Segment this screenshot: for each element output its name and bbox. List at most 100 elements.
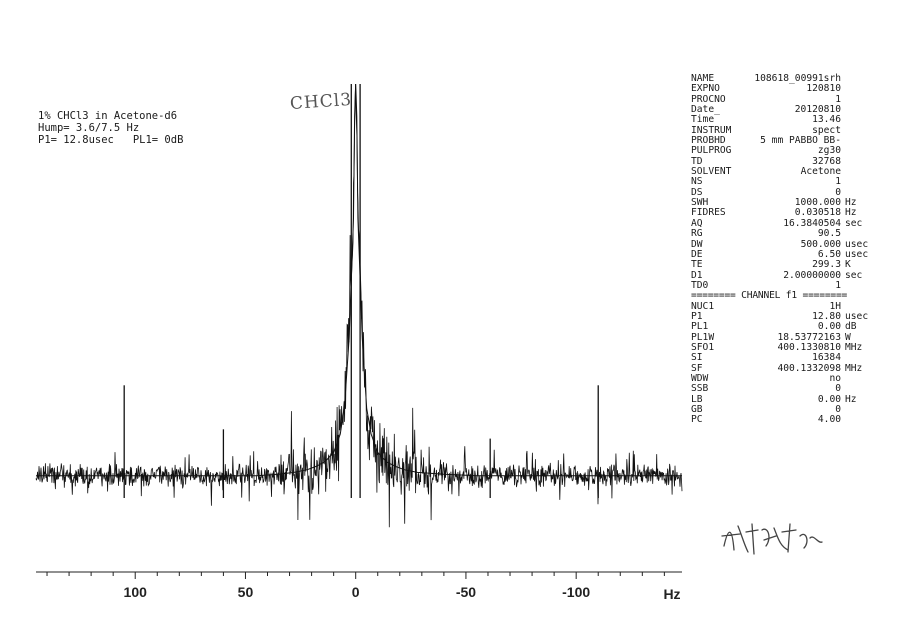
param-value: 299.3 xyxy=(812,259,841,271)
param-label: TD xyxy=(691,155,703,167)
param-value: 0 xyxy=(835,186,841,198)
param-row: D1 2.00000000 sec xyxy=(691,269,869,281)
param-value: 16.3840504 xyxy=(783,217,841,229)
param-label: NS xyxy=(691,176,703,188)
param-value: 120810 xyxy=(806,83,841,95)
x-axis: 100 50 0 -50 -100 Hz xyxy=(36,571,682,602)
param-label: LB xyxy=(691,393,703,405)
param-unit: Hz xyxy=(845,197,857,209)
param-label: GB xyxy=(691,404,703,415)
sample-header: 1% CHCl3 in Acetone-d6 Hump= 3.6/7.5 Hz … xyxy=(38,110,183,146)
spectrum-series xyxy=(36,83,682,477)
param-value: 5 mm PABBO BB- xyxy=(760,135,841,147)
param-unit: Hz xyxy=(845,393,857,405)
x-tick-label: 100 xyxy=(124,584,148,600)
param-unit: MHz xyxy=(845,341,863,353)
param-label: DE xyxy=(691,248,703,260)
param-label: SI xyxy=(691,352,703,364)
param-value: 1H xyxy=(829,300,841,312)
param-row: TD 32768 xyxy=(691,155,869,167)
param-value: 0.030518 xyxy=(794,207,841,219)
x-tick-label: 0 xyxy=(352,584,360,600)
param-value: 16384 xyxy=(812,352,841,364)
param-value: 0 xyxy=(835,404,841,415)
param-label: P1 xyxy=(691,310,703,322)
param-value: 0.00 xyxy=(817,321,841,333)
param-row: P1 12.80 usec xyxy=(691,310,869,322)
param-value: 1 xyxy=(835,176,841,188)
param-label: NUC1 xyxy=(691,300,715,312)
param-label: PL1W xyxy=(691,331,715,343)
param-row: PL1 0.00 dB xyxy=(691,321,869,333)
param-row: SI 16384 xyxy=(691,352,869,364)
param-row: TD0 1 xyxy=(691,279,869,291)
param-row: DW 500.000 usec xyxy=(691,238,869,250)
acquisition-parameters: NAME 108618_00991srh EXPNO 120810 PROCNO 1 Dat… xyxy=(691,73,869,426)
pulse-line: P1= 12.8usec PL1= 0dB xyxy=(38,134,184,146)
param-row: FIDRES 0.030518 Hz xyxy=(691,207,869,219)
param-value: zg30 xyxy=(817,145,841,157)
param-unit: sec xyxy=(845,269,863,281)
x-tick-label: 50 xyxy=(238,584,254,600)
param-label: Time xyxy=(691,114,715,126)
param-unit: usec xyxy=(845,248,869,260)
param-row: SOLVENT Acetone xyxy=(691,166,869,178)
param-unit: MHz xyxy=(845,362,863,374)
noise-trace xyxy=(35,83,683,528)
param-unit: sec xyxy=(845,217,863,229)
param-label: PL1 xyxy=(691,321,709,333)
param-row: DE 6.50 usec xyxy=(691,248,869,260)
param-unit: usec xyxy=(845,310,869,322)
param-value: 12.80 xyxy=(812,310,841,322)
param-label: SWH xyxy=(691,197,709,209)
param-unit: Hz xyxy=(845,207,857,219)
param-row: EXPNO 120810 xyxy=(691,83,869,95)
param-value: 400.1332098 xyxy=(777,362,841,374)
param-label: PULPROG xyxy=(691,145,732,157)
param-row: LB 0.00 Hz xyxy=(691,393,869,405)
param-label: AQ xyxy=(691,217,703,229)
param-unit: W xyxy=(845,331,851,343)
param-value: 13.46 xyxy=(812,114,841,126)
param-label: SF xyxy=(691,362,703,374)
param-value: 1 xyxy=(835,279,841,291)
x-axis-label: Hz xyxy=(663,586,680,602)
param-value: no xyxy=(829,372,841,384)
param-row: Date_ 20120810 xyxy=(691,104,869,116)
param-row: WDW no xyxy=(691,372,869,384)
hump-line: Hump= 3.6/7.5 Hz xyxy=(38,122,140,134)
param-label: INSTRUM xyxy=(691,124,732,136)
param-label: SOLVENT xyxy=(691,166,732,178)
x-tick-label: -50 xyxy=(456,584,476,600)
param-row: SSB 0 xyxy=(691,383,869,395)
param-row: Time 13.46 xyxy=(691,114,869,126)
param-row: AQ 16.3840504 sec xyxy=(691,217,869,229)
baseline-noise xyxy=(35,83,683,528)
param-value: 108618_00991srh xyxy=(754,73,841,84)
param-label: SFO1 xyxy=(691,341,715,353)
param-value: 4.00 xyxy=(817,414,841,426)
param-label: NAME xyxy=(691,73,715,84)
param-row: INSTRUM spect xyxy=(691,124,869,136)
channel-header: ======== CHANNEL f1 ======== xyxy=(691,290,848,302)
param-label: Date_ xyxy=(691,104,720,116)
channel-parameter-list: NUC1 1H P1 12.80 usec PL1 0.00 dB PL1W 18.5377216… xyxy=(691,300,869,426)
param-label: SSB xyxy=(691,383,709,395)
param-row: TE 299.3 K xyxy=(691,259,869,271)
param-label: D1 xyxy=(691,269,703,281)
param-value: 1 xyxy=(835,93,841,105)
param-label: PROCNO xyxy=(691,93,726,105)
param-row: SWH 1000.000 Hz xyxy=(691,197,869,209)
param-row: PROBHD 5 mm PABBO BB- xyxy=(691,135,869,147)
param-row: RG 90.5 xyxy=(691,228,869,240)
param-row: PULPROG zg30 xyxy=(691,145,869,157)
param-row: GB 0 xyxy=(691,404,869,415)
param-label: WDW xyxy=(691,372,709,384)
param-label: FIDRES xyxy=(691,207,726,219)
param-row: SF 400.1332098 MHz xyxy=(691,362,869,374)
param-label: EXPNO xyxy=(691,83,720,95)
param-value: 500.000 xyxy=(800,238,841,250)
x-tick-label: -100 xyxy=(562,584,590,600)
param-label: DS xyxy=(691,186,703,198)
param-value: 90.5 xyxy=(817,228,841,240)
